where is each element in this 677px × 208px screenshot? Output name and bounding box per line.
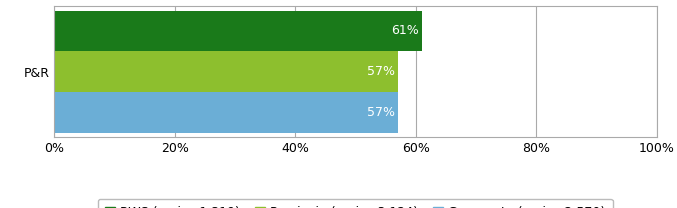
- Bar: [54, 11, 422, 51]
- Text: 61%: 61%: [391, 25, 418, 37]
- Text: 57%: 57%: [366, 106, 395, 119]
- Bar: [54, 92, 397, 133]
- Legend: RWS (nmin=1.319), Provincie (nmin=3.124), Gemeente (nmin=2.570): RWS (nmin=1.319), Provincie (nmin=3.124)…: [98, 199, 613, 208]
- Text: 57%: 57%: [366, 65, 395, 78]
- Bar: [54, 51, 397, 92]
